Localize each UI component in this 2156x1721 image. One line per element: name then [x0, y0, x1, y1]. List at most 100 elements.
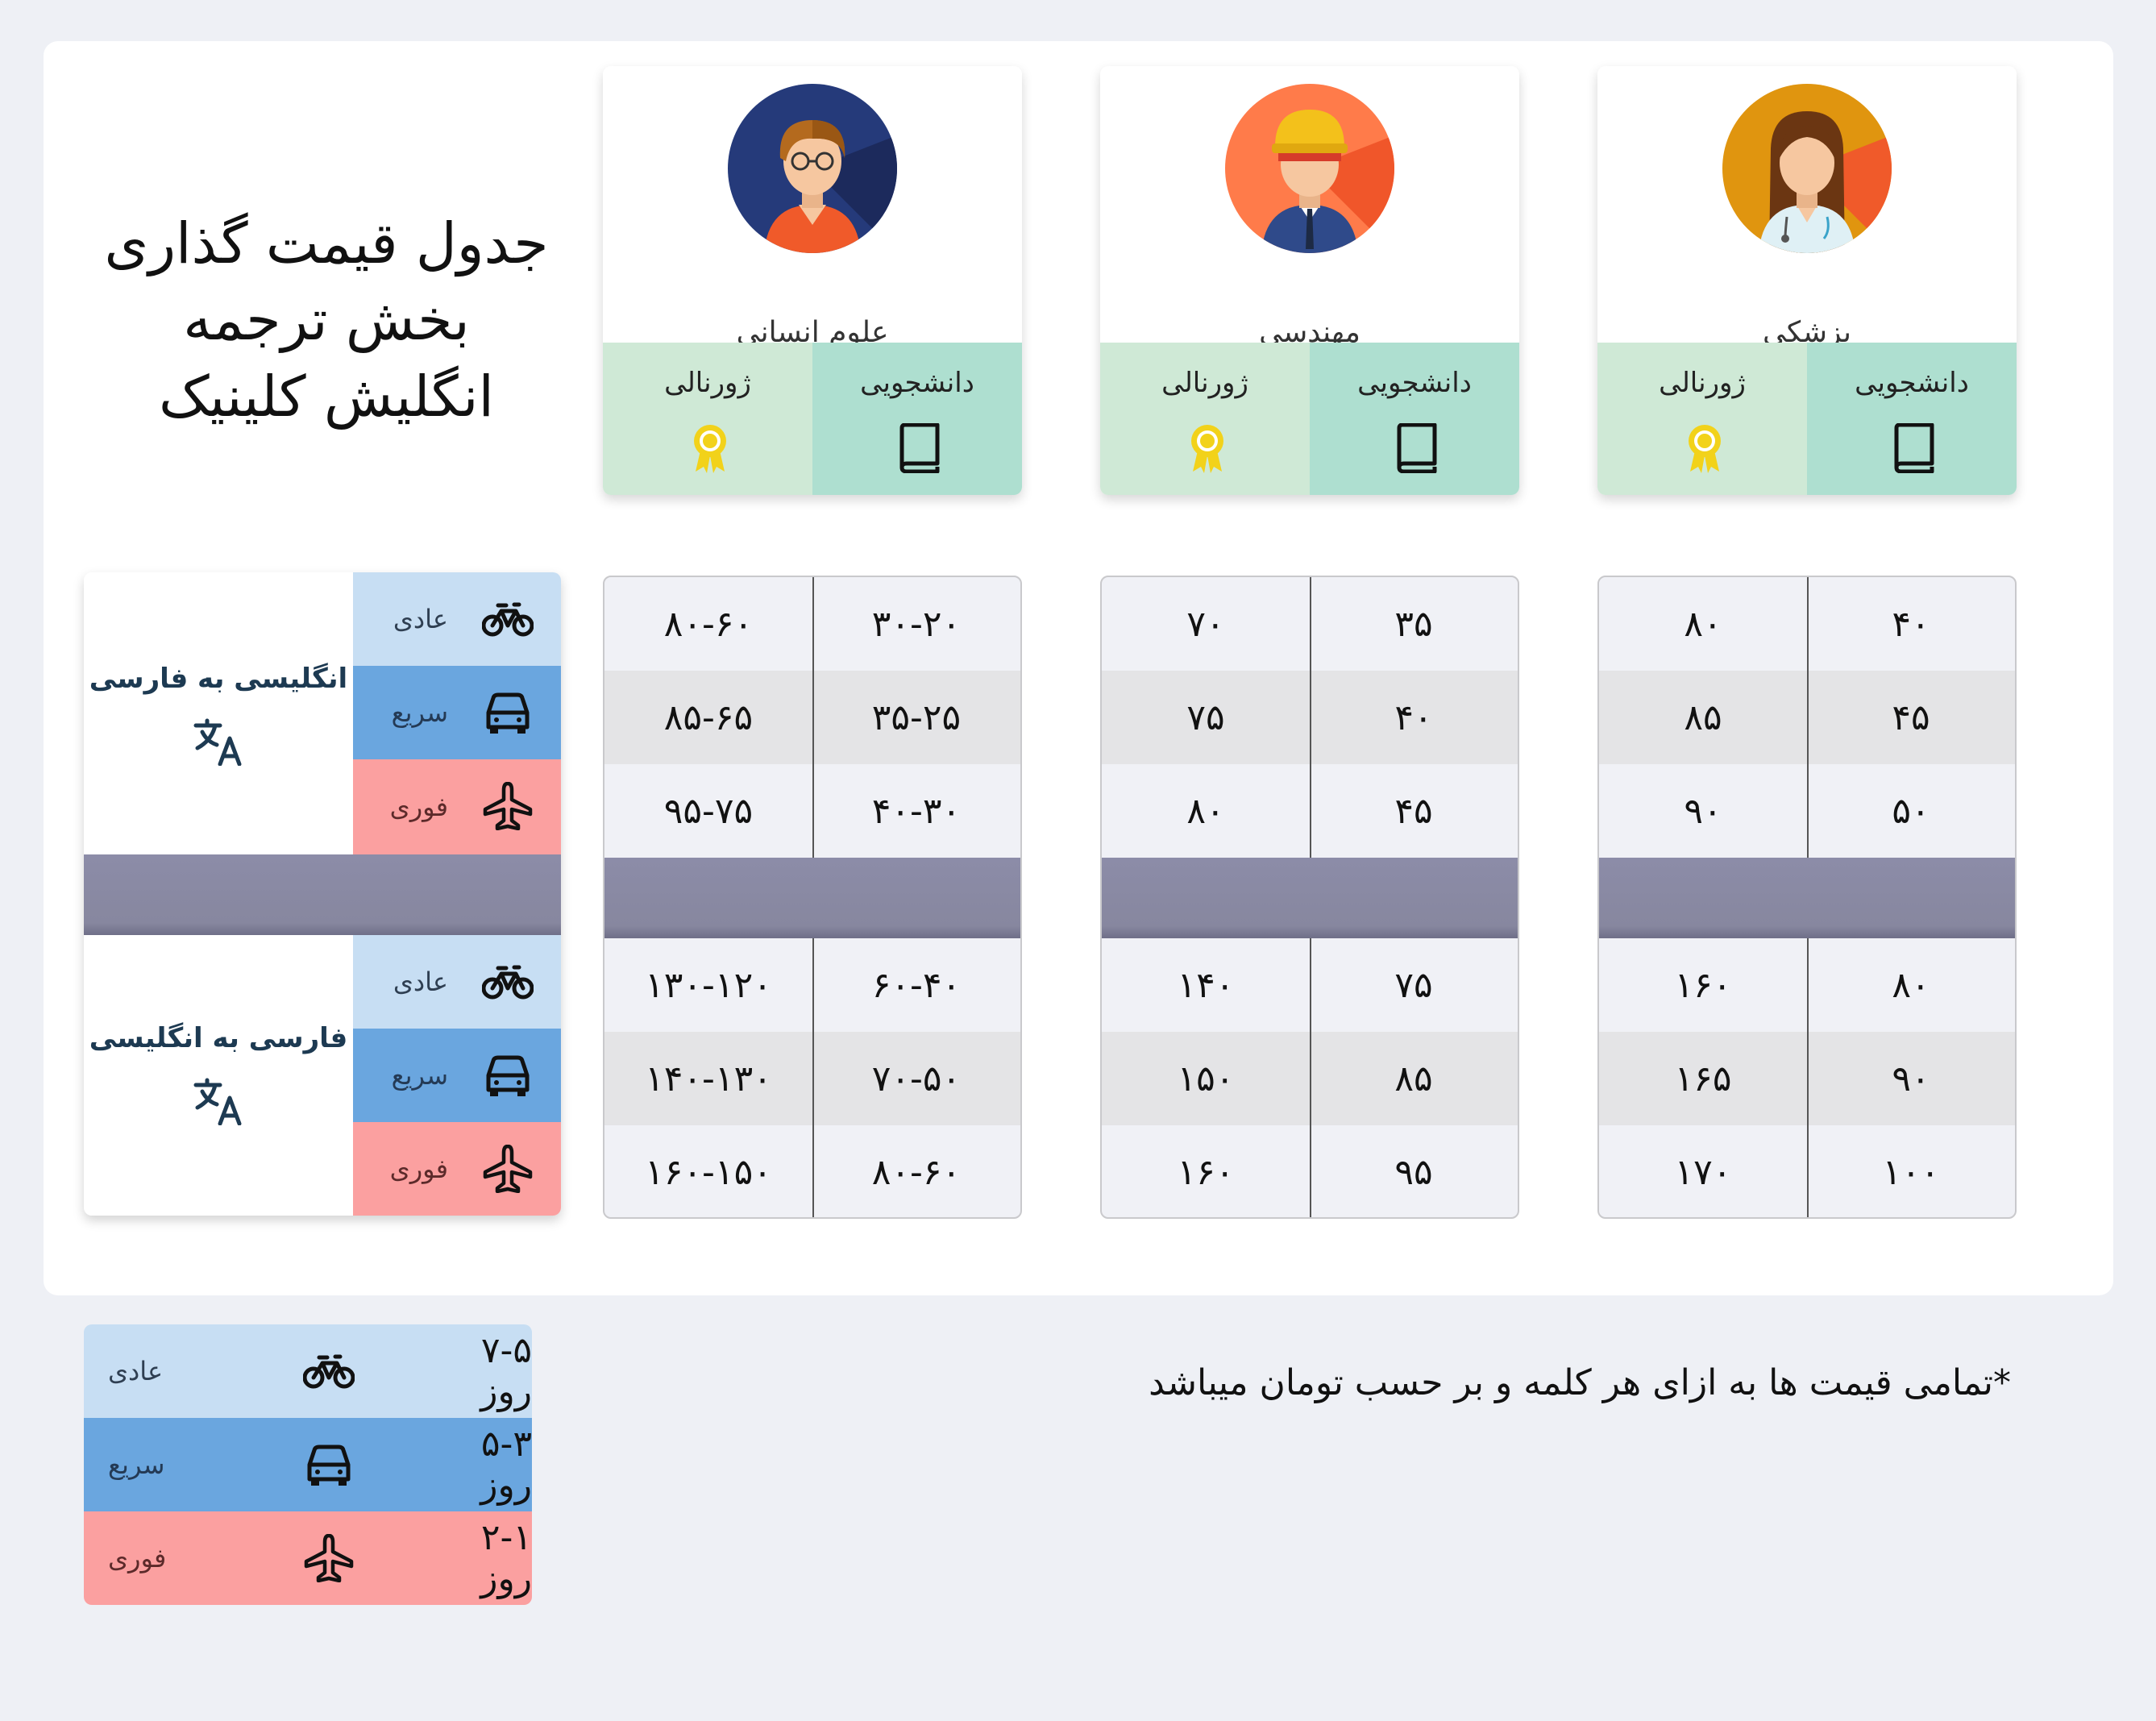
- price-row: ۷۰ ۳۵: [1102, 577, 1518, 671]
- price-row: ۹۵-۷۵ ۴۰-۳۰: [604, 764, 1020, 858]
- speed-fast-label: سریع: [391, 697, 448, 728]
- category-card-humanities: علوم انسانی دانشجویی ژورنالی: [603, 66, 1022, 495]
- speed-fast-label: سریع: [391, 1060, 448, 1091]
- column-divider: [1807, 938, 1809, 1217]
- journal-price-cell: ۱۳۰-۱۲۰: [645, 964, 772, 1006]
- journal-label: ژورنالی: [1161, 367, 1248, 399]
- legend-fast-label: سریع: [108, 1449, 165, 1480]
- price-table-medical: ۸۰ ۴۰ ۸۵ ۴۵ ۹۰ ۵۰ ۱۶۰ ۸۰ ۱۶۵ ۹۰ ۱۷۰ ۱۰۰: [1597, 576, 2017, 1219]
- humanities-avatar-icon: [728, 84, 897, 253]
- legend-row-normal: عادی ۷-۵ روز: [84, 1324, 532, 1418]
- student-tier-humanities: دانشجویی: [812, 343, 1022, 495]
- student-price-cell: ۴۰-۳۰: [871, 790, 962, 832]
- price-row: ۱۴۰ ۷۵: [1102, 938, 1518, 1032]
- speed-fast-row: سریع: [353, 1029, 561, 1122]
- legend-fast-days: ۵-۳ روز: [480, 1424, 532, 1506]
- journal-price-cell: ۸۰: [1186, 790, 1225, 832]
- column-divider: [1310, 577, 1311, 858]
- journal-price-cell: ۹۵-۷۵: [663, 790, 754, 832]
- journal-price-cell: ۱۶۰-۱۵۰: [645, 1151, 772, 1193]
- bicycle-icon: [482, 958, 534, 1006]
- journal-price-cell: ۱۶۰: [1177, 1151, 1235, 1193]
- price-table-engineering: ۷۰ ۳۵ ۷۵ ۴۰ ۸۰ ۴۵ ۱۴۰ ۷۵ ۱۵۰ ۸۵ ۱۶۰ ۹۵: [1100, 576, 1519, 1219]
- journal-tier-medical: ژورنالی: [1597, 343, 1807, 495]
- translate-icon: [193, 717, 246, 766]
- book-icon: [1892, 423, 1937, 473]
- journal-price-cell: ۸۰-۶۰: [663, 603, 754, 645]
- separator-band: [604, 858, 1020, 938]
- page-title: جدول قیمت گذاری بخش ترجمه انگلیش کلینیک: [81, 206, 572, 435]
- student-price-cell: ۴۰: [1394, 696, 1433, 738]
- journal-label: ژورنالی: [1659, 367, 1746, 399]
- column-divider: [812, 577, 814, 858]
- price-row: ۱۷۰ ۱۰۰: [1599, 1125, 2015, 1217]
- student-tier-medical: دانشجویی: [1807, 343, 2017, 495]
- category-card-engineering: مهندسی دانشجویی ژورنالی: [1100, 66, 1519, 495]
- badge-icon: [1185, 423, 1230, 473]
- price-row: ۱۶۰-۱۵۰ ۸۰-۶۰: [604, 1125, 1020, 1217]
- student-price-cell: ۴۰: [1892, 603, 1930, 645]
- journal-tier-humanities: ژورنالی: [603, 343, 812, 495]
- student-price-cell: ۷۵: [1394, 964, 1433, 1006]
- speed-urgent-row: فوری: [353, 759, 561, 854]
- car-icon: [482, 1051, 534, 1100]
- price-row: ۱۳۰-۱۲۰ ۶۰-۴۰: [604, 938, 1020, 1032]
- student-label: دانشجویی: [1357, 367, 1472, 399]
- direction-label-en-fa: انگلیسی به فارسی: [89, 663, 348, 695]
- legend-urgent-label: فوری: [108, 1543, 167, 1573]
- medical-avatar-icon: [1722, 84, 1892, 253]
- journal-price-cell: ۱۵۰: [1177, 1058, 1235, 1100]
- airplane-icon: [482, 782, 534, 830]
- student-price-cell: ۳۰-۲۰: [871, 603, 962, 645]
- price-row: ۱۶۰ ۹۵: [1102, 1125, 1518, 1217]
- car-icon: [303, 1440, 355, 1489]
- legend-row-fast: سریع ۵-۳ روز: [84, 1418, 532, 1511]
- price-row: ۸۰ ۴۵: [1102, 764, 1518, 858]
- translate-icon: [193, 1077, 246, 1125]
- speed-fast-row: سریع: [353, 666, 561, 759]
- price-row: ۹۰ ۵۰: [1599, 764, 2015, 858]
- title-line-3: انگلیش کلینیک: [159, 364, 494, 430]
- book-icon: [897, 423, 942, 473]
- direction-label-fa-en: فارسی به انگلیسی: [89, 1022, 348, 1054]
- badge-icon: [1682, 423, 1727, 473]
- speed-urgent-label: فوری: [389, 1154, 448, 1184]
- speed-normal-label: عادی: [393, 604, 448, 634]
- student-price-cell: ۸۰: [1892, 964, 1930, 1006]
- journal-price-cell: ۱۶۰: [1674, 964, 1732, 1006]
- engineering-avatar-icon: [1225, 84, 1394, 253]
- student-price-cell: ۴۵: [1394, 790, 1433, 832]
- category-card-medical: پزشکی دانشجویی ژورنالی: [1597, 66, 2017, 495]
- title-line-1: جدول قیمت گذاری: [104, 210, 549, 276]
- badge-icon: [688, 423, 733, 473]
- student-price-cell: ۹۰: [1892, 1058, 1930, 1100]
- student-price-cell: ۵۰: [1892, 790, 1930, 832]
- student-price-cell: ۷۰-۵۰: [871, 1058, 962, 1100]
- student-label: دانشجویی: [1855, 367, 1969, 399]
- price-table-humanities: ۸۰-۶۰ ۳۰-۲۰ ۸۵-۶۵ ۳۵-۲۵ ۹۵-۷۵ ۴۰-۳۰ ۱۳۰-۱۲۰ ۶۰-…: [603, 576, 1022, 1219]
- student-price-cell: ۸۰-۶۰: [871, 1151, 962, 1193]
- delivery-legend: عادی ۷-۵ روز سریع ۵-۳ روز فوری ۲-۱ روز: [84, 1324, 532, 1605]
- student-price-cell: ۴۵: [1892, 696, 1930, 738]
- journal-price-cell: ۷۰: [1186, 603, 1225, 645]
- student-price-cell: ۶۰-۴۰: [871, 964, 962, 1006]
- bicycle-icon: [303, 1347, 355, 1395]
- column-divider: [1807, 577, 1809, 858]
- student-tier-engineering: دانشجویی: [1310, 343, 1519, 495]
- column-divider: [812, 938, 814, 1217]
- airplane-icon: [303, 1534, 355, 1582]
- separator-band: [1599, 858, 2015, 938]
- direction-fa-en: فارسی به انگلیسی: [84, 935, 353, 1216]
- journal-price-cell: ۸۵: [1684, 696, 1722, 738]
- direction-speed-block: انگلیسی به فارسی عادی سریع فوری فارسی به…: [84, 572, 561, 1216]
- book-icon: [1394, 423, 1439, 473]
- legend-urgent-days: ۲-۱ روز: [480, 1517, 532, 1599]
- price-row: ۸۰-۶۰ ۳۰-۲۰: [604, 577, 1020, 671]
- separator-band: [1102, 858, 1518, 938]
- speed-normal-label: عادی: [393, 967, 448, 997]
- student-price-cell: ۹۵: [1394, 1151, 1433, 1193]
- pricing-note: *تمامی قیمت ها به ازای هر کلمه و بر حسب …: [1149, 1362, 2011, 1403]
- legend-normal-label: عادی: [108, 1356, 164, 1386]
- student-price-cell: ۱۰۰: [1882, 1151, 1940, 1193]
- journal-price-cell: ۸۵-۶۵: [663, 696, 754, 738]
